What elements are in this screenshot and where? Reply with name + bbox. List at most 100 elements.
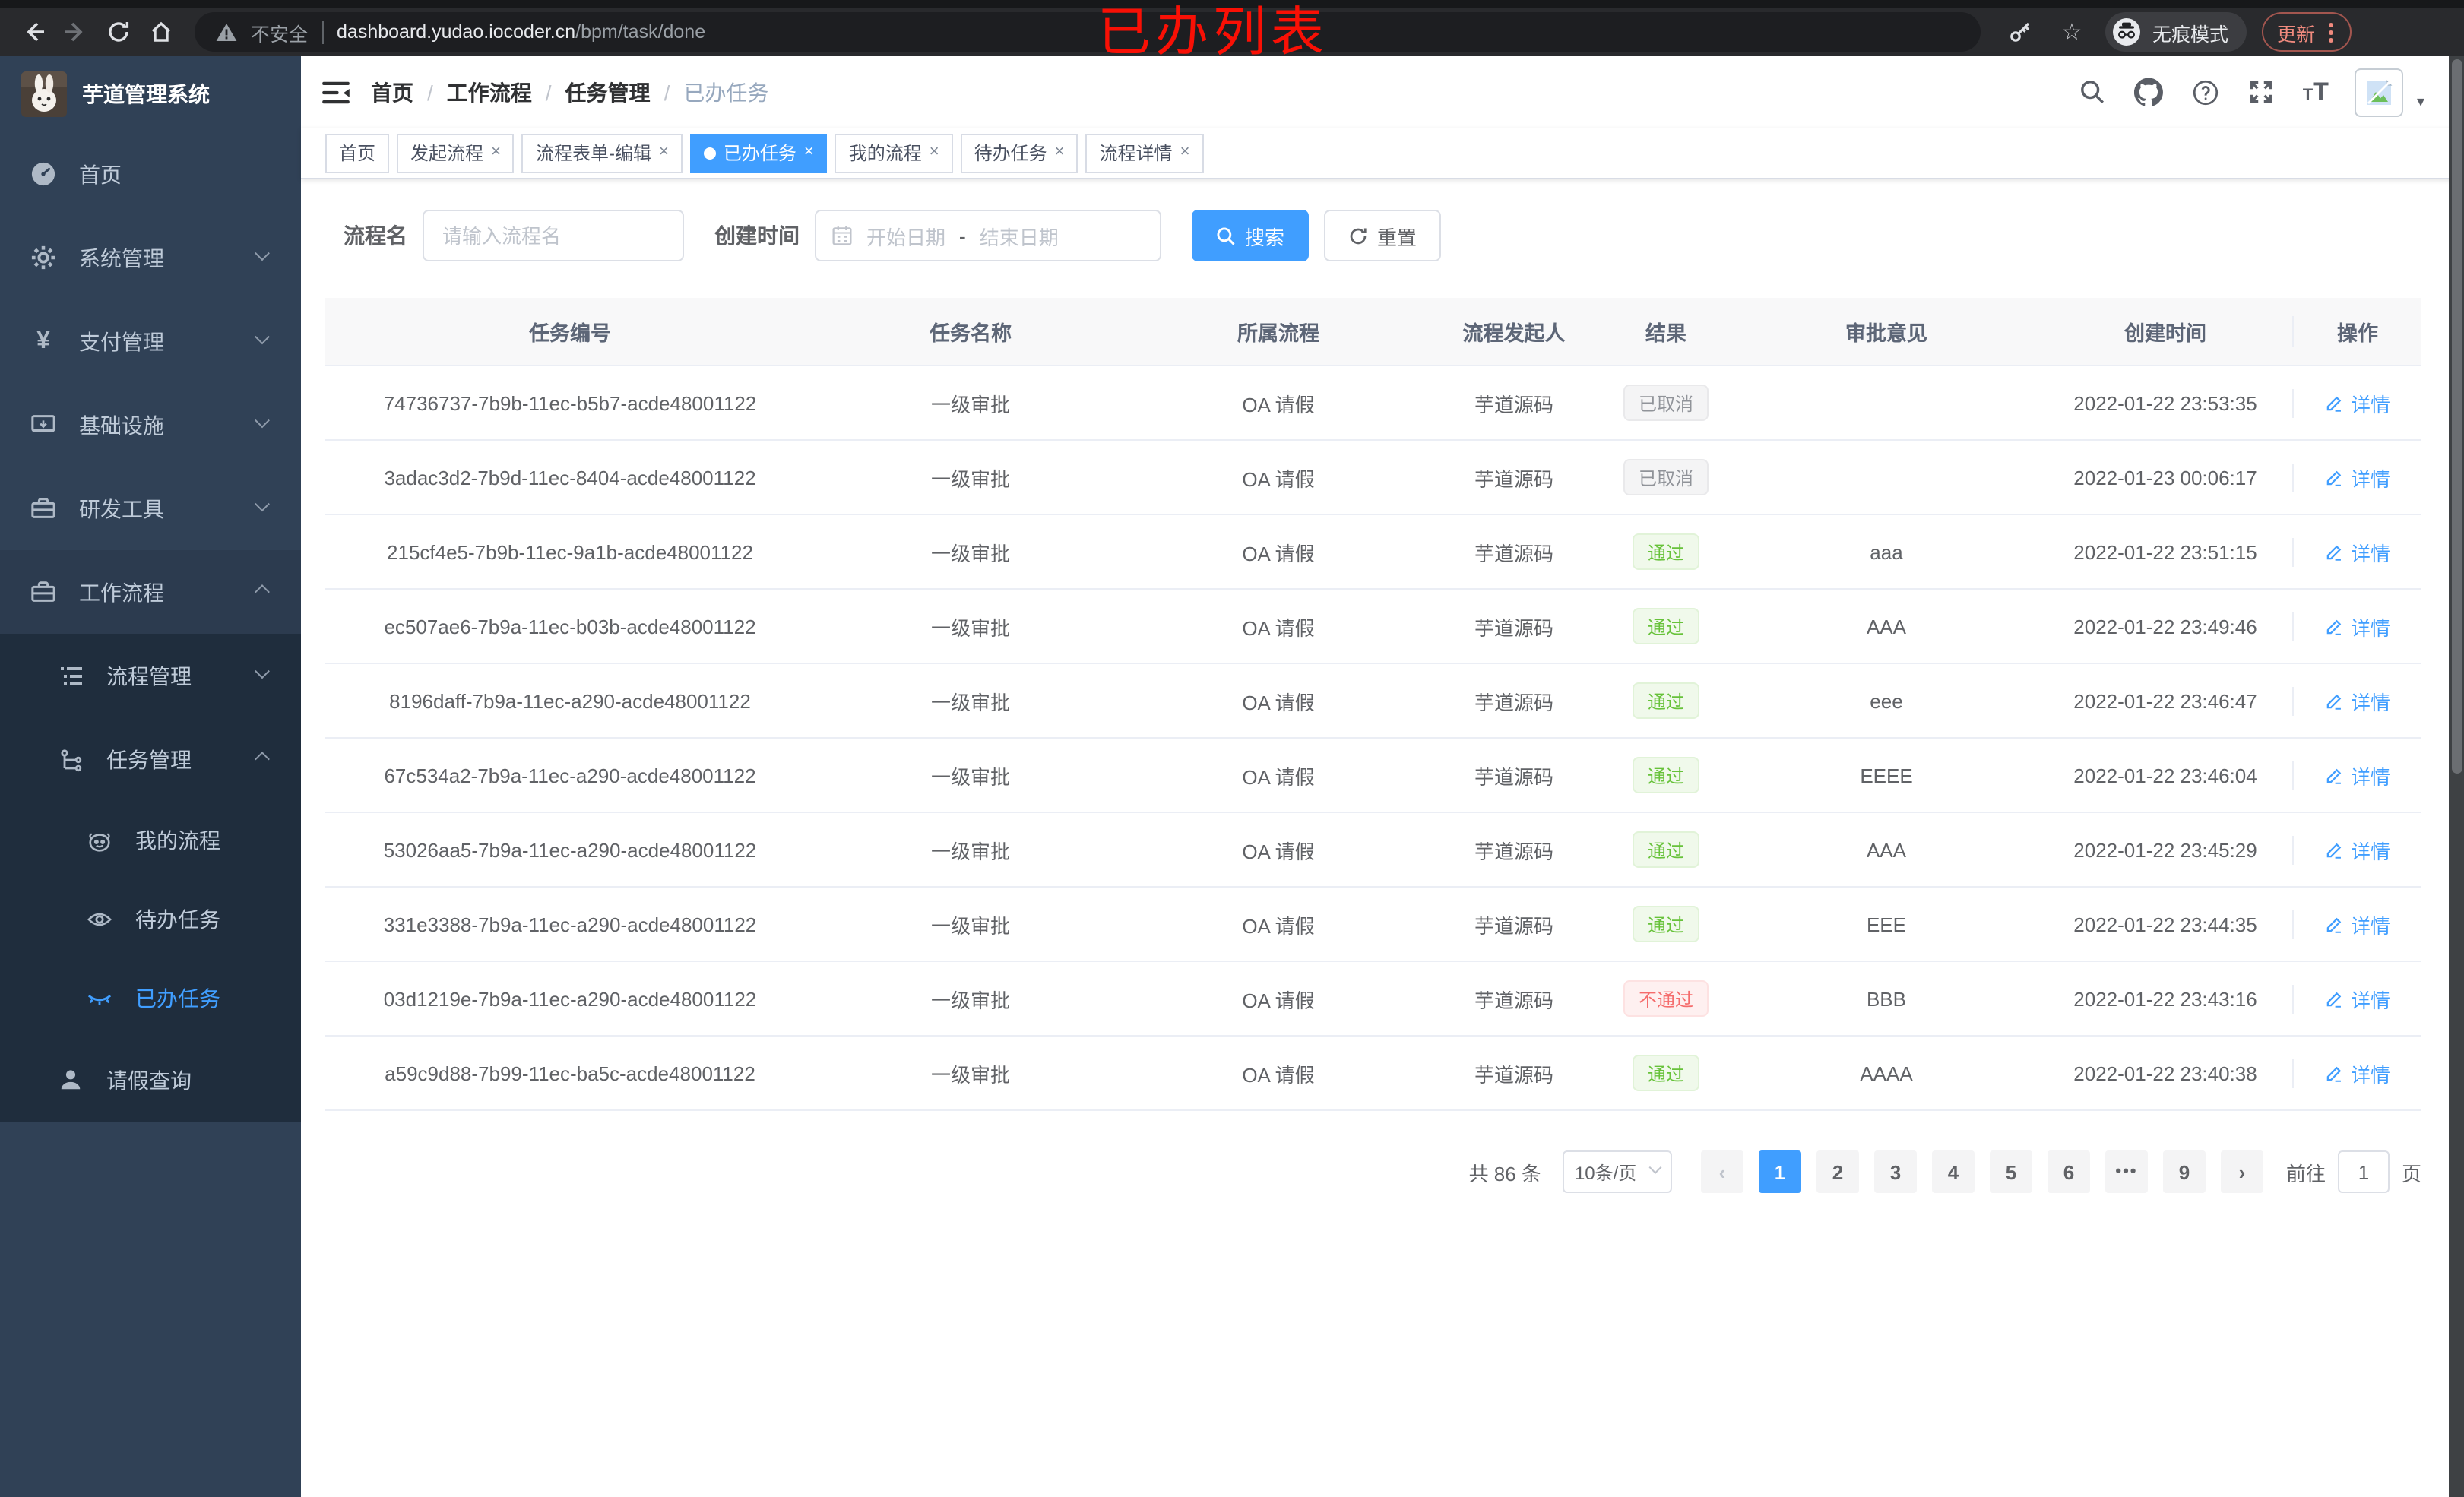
next-page-button[interactable]: ›: [2220, 1150, 2263, 1193]
page-button[interactable]: 5: [1989, 1150, 2032, 1193]
annotation-overlay: 已办列表: [1097, 3, 1329, 62]
bookmark-star-icon[interactable]: ☆: [2061, 20, 2082, 46]
detail-button-label: 详情: [2350, 393, 2390, 416]
cell-created: 2022-01-22 23:43:16: [2073, 987, 2257, 1010]
detail-button[interactable]: 详情: [2325, 910, 2390, 938]
detail-button[interactable]: 详情: [2325, 686, 2390, 715]
close-icon[interactable]: ×: [803, 143, 814, 161]
edit-icon: [2327, 842, 2342, 858]
tab-my-process[interactable]: 我的流程 ×: [835, 133, 953, 172]
goto-page-input[interactable]: [2337, 1150, 2390, 1193]
tab-start-process[interactable]: 发起流程 ×: [397, 133, 515, 172]
sidebar-logo-row[interactable]: 芋道管理系统: [0, 56, 301, 132]
caret-down-icon[interactable]: ▾: [2416, 94, 2424, 111]
prev-page-button[interactable]: ‹: [1700, 1150, 1743, 1193]
sidebar-item-system[interactable]: 系统管理: [0, 216, 301, 299]
cell-opinion: EEE: [1866, 913, 1906, 935]
date-range-picker[interactable]: 开始日期 - 结束日期: [815, 210, 1161, 261]
detail-button[interactable]: 详情: [2325, 463, 2390, 492]
sidebar-item-label: 基础设施: [79, 413, 164, 437]
tab-todo-tasks[interactable]: 待办任务 ×: [960, 133, 1078, 172]
forward-icon[interactable]: [58, 14, 94, 50]
detail-button[interactable]: 详情: [2325, 984, 2390, 1013]
breadcrumb-home[interactable]: 首页: [371, 80, 413, 104]
edit-icon: [2327, 1065, 2342, 1081]
process-name-input[interactable]: [423, 210, 684, 261]
page-button[interactable]: 3: [1873, 1150, 1917, 1193]
tab-process-detail[interactable]: 流程详情 ×: [1085, 133, 1204, 172]
github-icon[interactable]: [2134, 77, 2165, 107]
chevron-down-icon: [255, 413, 270, 429]
cell-task-id: 331e3388-7b9a-11ec-a290-acde48001122: [383, 913, 757, 935]
close-icon[interactable]: ×: [1054, 143, 1065, 161]
sidebar-item-todo-tasks[interactable]: 待办任务: [0, 880, 301, 959]
tab-form-edit[interactable]: 流程表单-编辑 ×: [521, 133, 683, 172]
search-icon[interactable]: [2078, 77, 2108, 107]
breadcrumb-task-mgmt[interactable]: 任务管理: [565, 80, 651, 104]
detail-button[interactable]: 详情: [2325, 761, 2390, 790]
page-size-select[interactable]: 10条/页: [1562, 1150, 1672, 1193]
process-name-label: 流程名: [344, 223, 407, 248]
page-button[interactable]: 2: [1816, 1150, 1859, 1193]
browser-menu-icon[interactable]: [2329, 30, 2334, 34]
sidebar-item-devtools[interactable]: 研发工具: [0, 467, 301, 550]
cell-task-name: 一级审批: [930, 467, 1010, 490]
search-button[interactable]: 搜索: [1192, 210, 1310, 261]
incognito-badge: 无痕模式: [2105, 12, 2247, 52]
detail-button[interactable]: 详情: [2325, 835, 2390, 864]
result-tag: 通过: [1632, 1055, 1699, 1091]
page-button[interactable]: 1: [1758, 1150, 1801, 1193]
reset-button[interactable]: 重置: [1324, 210, 1442, 261]
home-icon[interactable]: [143, 14, 179, 50]
cell-task-name: 一级审批: [930, 989, 1010, 1011]
sidebar-item-task-mgmt[interactable]: 任务管理: [0, 717, 301, 801]
scrollbar-thumb[interactable]: [2451, 59, 2462, 774]
cell-flow: OA 请假: [1242, 467, 1315, 490]
sidebar-item-label: 系统管理: [79, 245, 164, 270]
sidebar-collapse-icon[interactable]: [301, 56, 371, 128]
page-button[interactable]: 9: [2162, 1150, 2206, 1193]
reload-icon[interactable]: [100, 14, 137, 50]
back-icon[interactable]: [15, 14, 52, 50]
close-icon[interactable]: ×: [1180, 143, 1190, 161]
page-button[interactable]: •••: [2105, 1150, 2148, 1193]
detail-button[interactable]: 详情: [2325, 388, 2390, 417]
avatar[interactable]: [2354, 68, 2403, 116]
close-icon[interactable]: ×: [658, 143, 669, 161]
sidebar-item-payment[interactable]: ¥ 支付管理: [0, 299, 301, 383]
cell-result: 通过: [1598, 813, 1734, 886]
page-scrollbar[interactable]: [2449, 56, 2464, 1497]
sidebar-item-done-tasks[interactable]: 已办任务: [0, 959, 301, 1038]
sidebar-item-leave-query[interactable]: 请假查询: [0, 1038, 301, 1122]
page-button[interactable]: 6: [2047, 1150, 2090, 1193]
tab-label: 待办任务: [974, 143, 1047, 164]
help-icon[interactable]: [2190, 77, 2221, 107]
key-icon[interactable]: [2002, 14, 2038, 50]
cell-opinion: [1734, 366, 2038, 439]
cell-flow: OA 请假: [1242, 691, 1315, 714]
cell-task-name: 一级审批: [930, 1063, 1010, 1086]
tab-done-tasks[interactable]: 已办任务 ×: [689, 133, 828, 172]
cell-starter: 芋道源码: [1474, 989, 1553, 1011]
page-button[interactable]: 4: [1931, 1150, 1975, 1193]
app-shell: 芋道管理系统 首页 系统管理 ¥ 支付管理: [0, 56, 2464, 1497]
sidebar-item-infra[interactable]: 基础设施: [0, 383, 301, 467]
sidebar-item-home[interactable]: 首页: [0, 132, 301, 216]
cell-created: 2022-01-22 23:46:47: [2073, 689, 2257, 712]
fullscreen-icon[interactable]: [2247, 77, 2277, 107]
table-row: 03d1219e-7b9a-11ec-a290-acde48001122 一级审…: [325, 962, 2421, 1037]
address-bar[interactable]: 不安全 dashboard.yudao.iocoder.cn/bpm/task/…: [195, 12, 1981, 52]
detail-button[interactable]: 详情: [2325, 612, 2390, 641]
sidebar-item-process-mgmt[interactable]: 流程管理: [0, 634, 301, 717]
detail-button[interactable]: 详情: [2325, 1059, 2390, 1087]
detail-button[interactable]: 详情: [2325, 537, 2390, 566]
sidebar-item-my-process[interactable]: 我的流程: [0, 801, 301, 880]
update-button[interactable]: 更新: [2262, 12, 2352, 52]
sidebar-item-workflow[interactable]: 工作流程: [0, 550, 301, 634]
tab-home[interactable]: 首页: [325, 133, 390, 172]
tags-view: 首页 发起流程 × 流程表单-编辑 × 已办任务 × 我的流程 × 待办任务 × 流程详情…: [301, 128, 2464, 179]
close-icon[interactable]: ×: [491, 143, 501, 161]
breadcrumb-workflow[interactable]: 工作流程: [446, 80, 532, 104]
close-icon[interactable]: ×: [929, 143, 939, 161]
